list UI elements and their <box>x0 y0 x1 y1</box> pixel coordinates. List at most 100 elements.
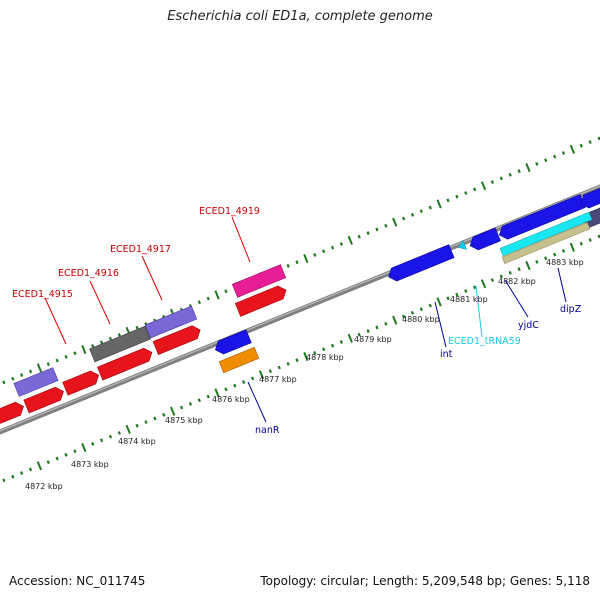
gene-feature-ECED1_4917[interactable] <box>144 305 198 339</box>
tick-mark <box>99 438 104 443</box>
tick-mark <box>11 376 15 381</box>
tick-mark <box>2 478 6 483</box>
cds-forward-arrow[interactable] <box>234 284 288 317</box>
tick-mark <box>233 383 237 388</box>
tick-mark <box>313 253 317 257</box>
tick-mark <box>428 303 432 308</box>
tick-mark <box>561 151 566 155</box>
tick-mark <box>250 376 255 381</box>
kbp-label: 4880 kbp <box>402 315 440 324</box>
cds-forward-arrow-ECED1_4915[interactable] <box>23 385 66 414</box>
tick-mark <box>330 245 335 250</box>
cds-reverse-arrow-int[interactable] <box>386 244 455 284</box>
trna-feature-ECED1_tRNA59[interactable] <box>456 239 467 252</box>
genome-summary-text: Topology: circular; Length: 5,209,548 bp… <box>260 574 590 588</box>
tick-mark <box>91 344 95 348</box>
tick-mark <box>357 332 361 337</box>
tick-mark <box>303 254 309 264</box>
gene-feature-dipZ[interactable] <box>501 222 591 264</box>
inner-tick-ring <box>2 234 600 483</box>
kbp-label: 4873 kbp <box>71 460 109 469</box>
tick-mark <box>473 187 477 192</box>
tick-mark <box>36 363 43 373</box>
tick-mark <box>428 205 432 210</box>
tick-mark <box>339 340 344 344</box>
gene-label-ECED1_4915[interactable]: ECED1_4915 <box>12 289 73 300</box>
gene-label-nanR[interactable]: nanR <box>255 425 280 436</box>
tick-mark <box>410 310 415 315</box>
cds-reverse-arrow-nanR[interactable] <box>213 329 252 357</box>
gene-label-dipZ[interactable]: dipZ <box>560 304 582 315</box>
gene-feature[interactable] <box>13 367 59 397</box>
tick-mark <box>464 289 468 293</box>
tick-mark <box>28 369 33 374</box>
tick-mark <box>455 194 459 199</box>
tick-mark <box>401 314 406 319</box>
gene-feature-nanR[interactable] <box>218 346 260 374</box>
tick-mark <box>517 267 521 272</box>
tick-mark <box>401 216 406 221</box>
genome-backbone <box>0 184 600 435</box>
tick-mark <box>384 223 388 228</box>
tick-mark <box>436 297 442 307</box>
tick-mark <box>188 401 193 406</box>
tick-mark <box>117 333 121 337</box>
gene-label-ECED1_tRNA59[interactable]: ECED1_tRNA59 <box>448 336 521 347</box>
tick-mark <box>64 452 68 457</box>
tick-mark <box>108 434 113 439</box>
tick-mark <box>490 180 495 184</box>
cds-forward-arrow[interactable] <box>0 400 26 429</box>
tick-mark <box>81 443 87 453</box>
tick-mark <box>419 307 423 312</box>
tick-mark <box>153 416 157 421</box>
tick-mark <box>55 358 59 363</box>
tick-mark <box>99 340 104 345</box>
tick-mark <box>544 256 548 261</box>
tick-mark <box>455 292 459 297</box>
tick-mark <box>135 325 139 330</box>
kbp-label: 4877 kbp <box>259 375 297 384</box>
tick-mark <box>347 235 353 245</box>
gene-label-ECED1_4917[interactable]: ECED1_4917 <box>110 244 171 255</box>
map-title: Escherichia coli ED1a, complete genome <box>167 9 433 24</box>
cds-forward-arrow[interactable] <box>62 369 102 396</box>
tick-mark <box>322 347 326 352</box>
tick-mark <box>81 345 87 355</box>
tick-mark <box>392 217 398 227</box>
tick-mark <box>277 365 281 370</box>
tick-mark <box>135 423 139 428</box>
tick-mark <box>588 238 592 242</box>
gene-label-yjdC[interactable]: yjdC <box>518 320 539 331</box>
tick-mark <box>569 242 575 252</box>
tick-mark <box>579 143 583 148</box>
tick-mark <box>55 456 59 461</box>
cds-forward-arrow[interactable] <box>152 323 203 355</box>
tick-mark <box>579 241 583 246</box>
tick-mark <box>535 161 539 166</box>
gene-feature-ECED1_4916[interactable] <box>89 325 151 363</box>
kbp-label: 4876 kbp <box>212 395 250 404</box>
tick-mark <box>597 136 600 141</box>
cds-reverse-arrow[interactable] <box>578 187 600 210</box>
tick-mark <box>446 198 450 203</box>
gene-label-ECED1_4916[interactable]: ECED1_4916 <box>58 268 119 279</box>
cds-reverse-arrow-yjdC[interactable] <box>467 227 501 252</box>
gene-label-int[interactable]: int <box>440 349 453 360</box>
tick-mark <box>242 380 246 384</box>
tick-mark <box>303 352 309 362</box>
tick-mark <box>224 289 228 294</box>
tick-mark <box>339 242 344 246</box>
gene-label-ECED1_4919[interactable]: ECED1_4919 <box>199 206 260 217</box>
tick-mark <box>569 144 575 154</box>
tick-mark <box>46 362 50 367</box>
tick-mark <box>597 234 600 239</box>
cds-forward-arrow[interactable] <box>97 346 154 381</box>
gene-feature-ECED1_4919[interactable] <box>231 264 287 298</box>
tick-mark <box>366 329 370 333</box>
gene-feature-cyan[interactable] <box>499 211 593 257</box>
tick-mark <box>268 369 272 374</box>
tick-mark <box>499 274 503 279</box>
tick-mark <box>206 296 210 301</box>
tick-mark <box>224 387 228 392</box>
